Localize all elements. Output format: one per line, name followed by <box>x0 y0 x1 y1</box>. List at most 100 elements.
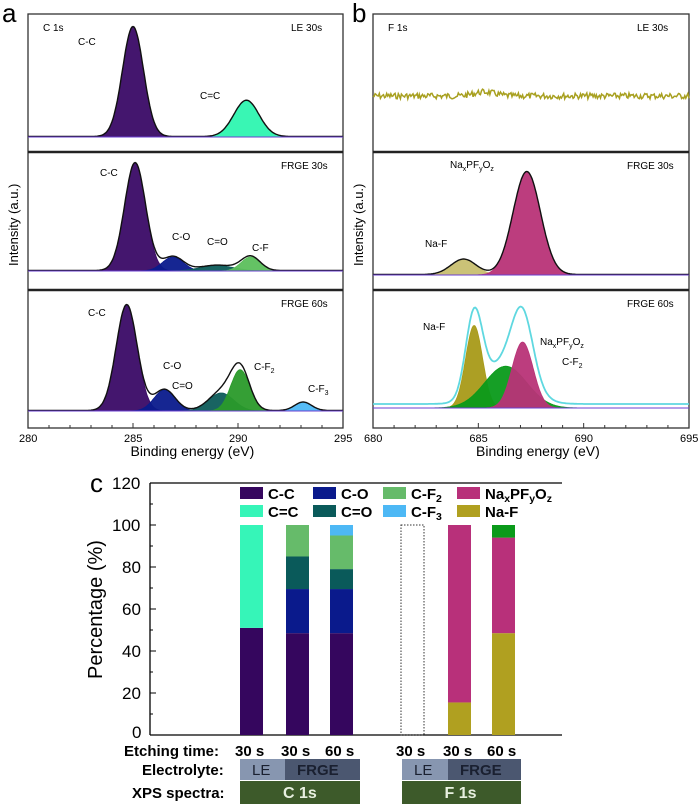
legend-swatch <box>240 505 263 517</box>
peak-label: C-F3 <box>308 384 329 397</box>
envelope-curve <box>373 305 689 405</box>
legend-item: NaxPFyOz <box>457 486 552 505</box>
label-part: y <box>529 493 535 505</box>
legend-label: C=C <box>268 504 299 521</box>
subplot-frge-30s: FRGE 30s Na-F NaxPFyOz <box>373 160 689 276</box>
label-part: 2 <box>271 368 275 375</box>
label-part: x <box>463 166 467 173</box>
bar-segment-c-o <box>286 589 309 634</box>
subplot-title: FRGE 60s <box>281 299 328 310</box>
label-part: Na <box>485 486 505 503</box>
legend-label: C-F2 <box>411 486 442 505</box>
panel-label-c: c <box>90 468 103 498</box>
label-part: 3 <box>325 390 329 397</box>
etching-time-label: 60 s <box>325 743 354 760</box>
legend-item: C=C <box>240 504 299 521</box>
peak-label: C=C <box>200 91 220 102</box>
bar-6 <box>492 525 515 735</box>
label-part: C-O <box>163 361 182 372</box>
x-tick-label: 285 <box>124 433 142 445</box>
legend-swatch <box>457 487 480 499</box>
xps-spectra-row-label: XPS spectra: <box>132 785 225 802</box>
label-part: C=C <box>200 91 220 102</box>
peak-c-o <box>28 256 343 272</box>
y-axis-label: Intensity (a.u.) <box>351 184 366 266</box>
subplot-title: LE 30s <box>291 23 322 34</box>
label-part: PF <box>510 486 529 503</box>
electrolyte-box-le <box>402 759 448 780</box>
label-part: Na-F <box>485 504 518 521</box>
electrolyte-box-frge <box>448 759 521 780</box>
peak-label: Na-F <box>423 322 445 333</box>
xps-box <box>402 781 521 804</box>
label-part: Na-F <box>425 239 447 250</box>
bar-segment-c-f2 <box>330 535 353 570</box>
y-tick-label: 80 <box>122 558 141 577</box>
legend-item: C=O <box>313 504 373 521</box>
legend-item: C-C <box>240 486 295 503</box>
label-part: C-C <box>78 37 96 48</box>
label-part: y <box>479 166 483 173</box>
bar-segment-c-c <box>240 627 263 735</box>
legend-swatch <box>313 487 336 499</box>
etching-time-label: 30 s <box>443 743 472 760</box>
envelope-curve <box>28 303 343 412</box>
label-part: C-O <box>172 232 191 243</box>
legend-label: Na-F <box>485 504 518 521</box>
peak-label: NaxPFyOz <box>540 337 584 350</box>
label-part: C-F <box>252 243 269 254</box>
peak-label: NaxPFyOz <box>450 160 494 173</box>
label-part: Na-F <box>423 322 445 333</box>
subplot-title: FRGE 60s <box>627 299 674 310</box>
bar-5 <box>448 525 471 735</box>
bar-segment-c-f2 <box>286 525 309 557</box>
subplot-title: FRGE 30s <box>281 161 328 172</box>
label-part: z <box>490 166 494 173</box>
bar-segment-na-f <box>492 633 515 735</box>
envelope-curve <box>28 25 343 138</box>
bar-segment-c-c <box>286 633 309 735</box>
etching-time-label: 60 s <box>487 743 516 760</box>
legend-swatch <box>383 487 406 499</box>
plot-frame <box>372 13 690 429</box>
panel-label-b: b <box>352 0 366 28</box>
etching-time-row-label: Etching time: <box>124 743 219 760</box>
peak-label: C-C <box>88 308 106 319</box>
y-tick-label: 20 <box>122 684 141 703</box>
subplot-le-30s: LE 30s C-C C=C <box>28 23 343 138</box>
peak-label: C=O <box>172 381 193 392</box>
bar-segment-c=o <box>286 556 309 590</box>
legend-label: C-O <box>341 486 369 503</box>
electrolyte-frge-label: FRGE <box>297 762 339 779</box>
legend-swatch <box>383 505 406 517</box>
bar-segment-c=o <box>330 569 353 590</box>
peak-c-c <box>28 162 343 272</box>
legend-label: C-C <box>268 486 295 503</box>
xps-label: C 1s <box>283 785 317 802</box>
etching-time-label: 30 s <box>235 743 264 760</box>
legend-label: NaxPFyOz <box>485 486 552 505</box>
label-part: z <box>580 343 584 350</box>
label-part: C-C <box>88 308 106 319</box>
empty-bar <box>400 524 425 736</box>
panel-label-a: a <box>2 0 17 28</box>
peak-label: C-F <box>252 243 269 254</box>
subplot-frge-60s: FRGE 60s Na-F C-F2 NaxPFyOz <box>373 299 689 409</box>
label-part: y <box>569 343 573 350</box>
subplot-title: FRGE 30s <box>627 161 674 172</box>
x-axis-label: Binding energy (eV) <box>131 443 255 459</box>
electrolyte-box-frge <box>285 759 360 780</box>
bar-3 <box>330 525 353 735</box>
label-part: C-C <box>268 486 295 503</box>
bar-segment-c=c <box>240 525 263 628</box>
peak-label: C-F2 <box>562 357 583 370</box>
element-label: F 1s <box>388 23 407 34</box>
label-part: 2 <box>436 493 442 505</box>
legend-item: C-F3 <box>383 504 442 523</box>
label-part: PF <box>556 337 569 348</box>
electrolyte-row-label: Electrolyte: <box>142 762 224 779</box>
noise-trace <box>372 87 690 102</box>
peak-label: Na-F <box>425 239 447 250</box>
x-tick-label: 295 <box>334 433 352 445</box>
